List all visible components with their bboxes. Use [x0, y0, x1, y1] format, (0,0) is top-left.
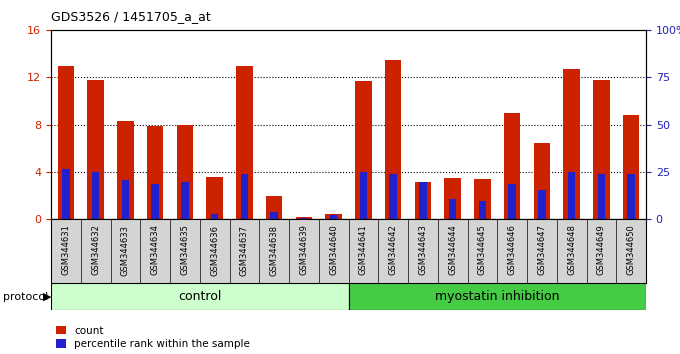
- Legend: count, percentile rank within the sample: count, percentile rank within the sample: [56, 326, 250, 349]
- Bar: [564, 69, 580, 219]
- Text: GSM344637: GSM344637: [240, 224, 249, 275]
- Bar: [92, 172, 99, 219]
- Text: GSM344636: GSM344636: [210, 224, 219, 275]
- Text: GSM344634: GSM344634: [151, 224, 160, 275]
- Bar: [122, 181, 129, 219]
- Bar: [445, 178, 461, 219]
- Text: GDS3526 / 1451705_a_at: GDS3526 / 1451705_a_at: [51, 10, 211, 23]
- Bar: [415, 182, 431, 219]
- Bar: [509, 184, 516, 219]
- Bar: [348, 283, 646, 310]
- Text: myostatin inhibition: myostatin inhibition: [435, 290, 560, 303]
- Text: GSM344644: GSM344644: [448, 224, 457, 275]
- Text: GSM344631: GSM344631: [61, 224, 70, 275]
- Bar: [211, 213, 218, 219]
- Bar: [58, 65, 74, 219]
- Bar: [449, 199, 456, 219]
- Text: GSM344639: GSM344639: [299, 224, 308, 275]
- Bar: [62, 169, 69, 219]
- Bar: [241, 175, 248, 219]
- Bar: [177, 125, 193, 219]
- Bar: [296, 217, 312, 219]
- Bar: [593, 80, 609, 219]
- Text: GSM344646: GSM344646: [508, 224, 517, 275]
- Text: GSM344633: GSM344633: [121, 224, 130, 275]
- Bar: [330, 215, 337, 219]
- Text: GSM344650: GSM344650: [627, 224, 636, 275]
- Bar: [326, 213, 342, 219]
- Text: ▶: ▶: [43, 292, 52, 302]
- Text: GSM344643: GSM344643: [418, 224, 427, 275]
- Bar: [534, 143, 550, 219]
- Bar: [628, 175, 635, 219]
- Bar: [51, 283, 348, 310]
- Bar: [419, 182, 426, 219]
- Bar: [147, 126, 163, 219]
- Bar: [207, 177, 223, 219]
- Text: GSM344641: GSM344641: [359, 224, 368, 275]
- Text: GSM344648: GSM344648: [567, 224, 576, 275]
- Text: GSM344642: GSM344642: [389, 224, 398, 275]
- Text: GSM344645: GSM344645: [478, 224, 487, 275]
- Bar: [479, 200, 486, 219]
- Bar: [598, 175, 605, 219]
- Bar: [390, 175, 397, 219]
- Bar: [623, 115, 639, 219]
- Text: GSM344640: GSM344640: [329, 224, 338, 275]
- Text: protocol: protocol: [3, 292, 49, 302]
- Bar: [181, 182, 188, 219]
- Text: GSM344638: GSM344638: [270, 224, 279, 275]
- Text: GSM344647: GSM344647: [537, 224, 546, 275]
- Text: GSM344632: GSM344632: [91, 224, 100, 275]
- Bar: [271, 212, 278, 219]
- Text: GSM344635: GSM344635: [180, 224, 189, 275]
- Bar: [236, 65, 252, 219]
- Bar: [88, 80, 104, 219]
- Bar: [385, 60, 401, 219]
- Bar: [117, 121, 133, 219]
- Bar: [474, 179, 490, 219]
- Bar: [538, 190, 545, 219]
- Bar: [568, 172, 575, 219]
- Bar: [266, 196, 282, 219]
- Bar: [360, 172, 367, 219]
- Text: control: control: [178, 290, 222, 303]
- Bar: [504, 113, 520, 219]
- Bar: [355, 81, 371, 219]
- Bar: [300, 218, 307, 219]
- Text: GSM344649: GSM344649: [597, 224, 606, 275]
- Bar: [152, 184, 159, 219]
